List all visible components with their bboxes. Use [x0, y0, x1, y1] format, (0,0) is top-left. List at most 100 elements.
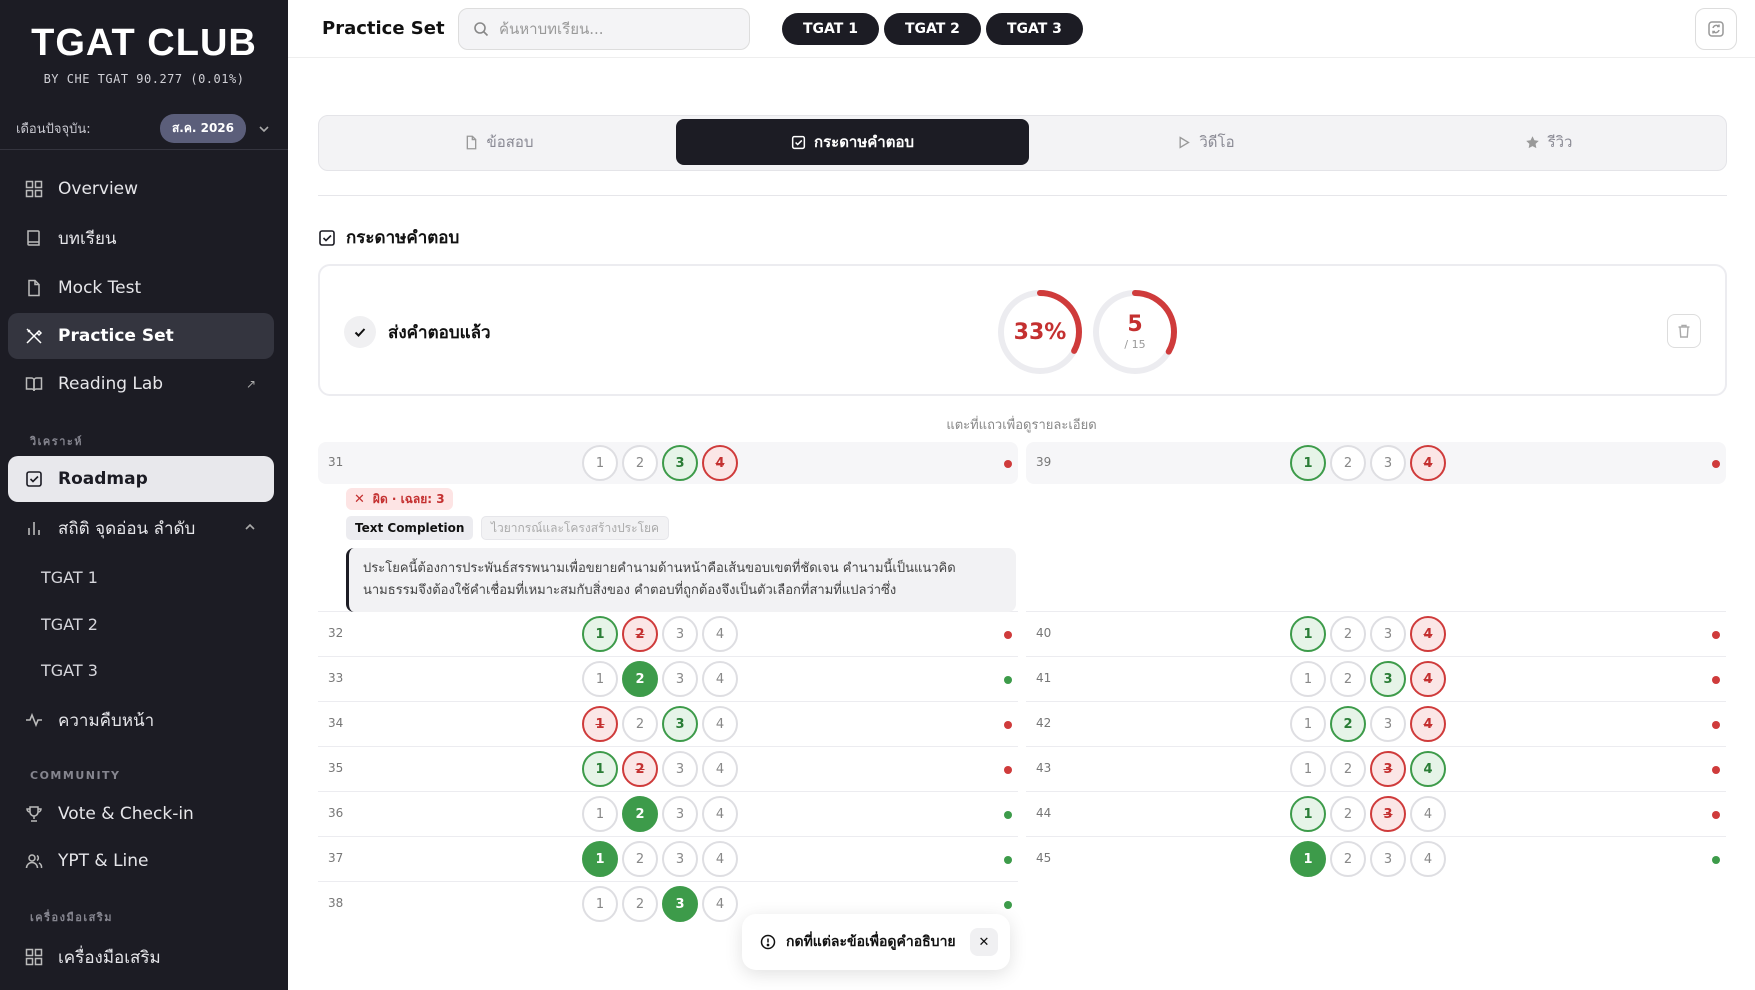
sidebar-item-progress[interactable]: ความคืบหน้า: [8, 697, 274, 743]
choice-bubble[interactable]: 2: [622, 886, 658, 922]
choice-bubble[interactable]: 2: [1330, 706, 1366, 742]
choice-bubble[interactable]: 2: [622, 706, 658, 742]
choice-bubble[interactable]: 1: [582, 796, 618, 832]
choice-bubble[interactable]: 3: [662, 445, 698, 481]
choice-bubble[interactable]: 2: [622, 661, 658, 697]
answer-row[interactable]: 43 1 2 3 4: [1026, 748, 1726, 790]
answer-row[interactable]: 45 1 2 3 4: [1026, 838, 1726, 880]
tab-exam[interactable]: ข้อสอบ: [322, 119, 675, 165]
sidebar-subitem-tgat2[interactable]: TGAT 2: [41, 615, 98, 634]
choice-bubble[interactable]: 4: [702, 706, 738, 742]
choice-bubble[interactable]: 2: [622, 751, 658, 787]
choice-bubble[interactable]: 1: [1290, 445, 1326, 481]
choice-bubble[interactable]: 3: [662, 616, 698, 652]
month-value[interactable]: ส.ค. 2026: [159, 114, 246, 143]
choice-bubble[interactable]: 1: [1290, 841, 1326, 877]
answer-row[interactable]: 31 1 2 3 4: [318, 442, 1018, 484]
choice-bubble[interactable]: 4: [702, 616, 738, 652]
choice-bubble[interactable]: 3: [662, 841, 698, 877]
choice-bubble[interactable]: 3: [662, 661, 698, 697]
choice-bubble[interactable]: 1: [1290, 661, 1326, 697]
chevron-up-icon[interactable]: [244, 521, 256, 536]
tab-review[interactable]: รีวิว: [1372, 119, 1725, 165]
delete-button[interactable]: [1667, 314, 1701, 348]
choice-bubble[interactable]: 3: [662, 886, 698, 922]
sidebar-subitem-tgat3[interactable]: TGAT 3: [41, 661, 98, 680]
choice-bubble[interactable]: 3: [1370, 841, 1406, 877]
choice-bubble[interactable]: 2: [1330, 616, 1366, 652]
choice-bubble[interactable]: 4: [1410, 841, 1446, 877]
sidebar-item-overview[interactable]: Overview: [8, 166, 274, 212]
choice-bubble[interactable]: 2: [1330, 841, 1366, 877]
choice-bubble[interactable]: 4: [702, 445, 738, 481]
choice-bubble[interactable]: 2: [622, 796, 658, 832]
answer-row[interactable]: 39 1 2 3 4: [1026, 442, 1726, 484]
tab-video[interactable]: วิดีโอ: [1029, 119, 1382, 165]
answer-row[interactable]: 34 1 2 3 4: [318, 703, 1018, 745]
answer-row[interactable]: 32 1 2 3 4: [318, 613, 1018, 655]
answer-row[interactable]: 42 1 2 3 4: [1026, 703, 1726, 745]
refresh-button[interactable]: [1695, 8, 1737, 50]
month-selector[interactable]: เดือนปัจจุบัน: ส.ค. 2026: [0, 108, 288, 150]
search-input[interactable]: ค้นหาบทเรียน...: [458, 7, 750, 50]
answer-row[interactable]: 37 1 2 3 4: [318, 838, 1018, 880]
choice-bubble[interactable]: 3: [1370, 616, 1406, 652]
choice-bubble[interactable]: 1: [582, 886, 618, 922]
sidebar-item-stats[interactable]: สถิติ จุดอ่อน ลำดับ: [8, 505, 274, 551]
answer-row[interactable]: 35 1 2 3 4: [318, 748, 1018, 790]
choice-bubble[interactable]: 4: [702, 661, 738, 697]
choice-bubble[interactable]: 1: [1290, 616, 1326, 652]
choice-bubble[interactable]: 4: [1410, 616, 1446, 652]
choice-bubble[interactable]: 4: [702, 886, 738, 922]
choice-bubble[interactable]: 4: [1410, 706, 1446, 742]
chip-tgat3[interactable]: TGAT 3: [985, 12, 1083, 45]
chip-tgat1[interactable]: TGAT 1: [782, 12, 879, 45]
answer-row[interactable]: 40 1 2 3 4: [1026, 613, 1726, 655]
choice-bubble[interactable]: 1: [1290, 706, 1326, 742]
sidebar-item-roadmap[interactable]: Roadmap: [8, 456, 274, 502]
choice-bubble[interactable]: 2: [1330, 445, 1366, 481]
choice-bubble[interactable]: 1: [582, 706, 618, 742]
choice-bubble[interactable]: 2: [622, 616, 658, 652]
choice-bubble[interactable]: 3: [1370, 445, 1406, 481]
answer-row[interactable]: 33 1 2 3 4: [318, 658, 1018, 700]
answer-row[interactable]: 44 1 2 3 4: [1026, 793, 1726, 835]
chevron-down-icon[interactable]: [258, 122, 272, 136]
sidebar-item-mock-test[interactable]: Mock Test: [8, 265, 274, 311]
sidebar-item-reading-lab[interactable]: Reading Lab ↗: [8, 361, 274, 407]
answer-row[interactable]: 36 1 2 3 4: [318, 793, 1018, 835]
choice-bubble[interactable]: 1: [582, 751, 618, 787]
sidebar-subitem-tgat1[interactable]: TGAT 1: [41, 568, 98, 587]
choice-bubble[interactable]: 1: [582, 445, 618, 481]
sidebar-item-vote[interactable]: Vote & Check-in: [8, 791, 274, 837]
choice-bubble[interactable]: 4: [702, 796, 738, 832]
choice-bubble[interactable]: 2: [1330, 661, 1366, 697]
choice-bubble[interactable]: 4: [702, 751, 738, 787]
choice-bubble[interactable]: 3: [1370, 796, 1406, 832]
choice-bubble[interactable]: 1: [582, 661, 618, 697]
choice-bubble[interactable]: 3: [662, 796, 698, 832]
sidebar-item-lessons[interactable]: บทเรียน: [8, 215, 274, 261]
close-button[interactable]: ✕: [970, 928, 998, 956]
choice-bubble[interactable]: 4: [1410, 445, 1446, 481]
choice-bubble[interactable]: 3: [662, 751, 698, 787]
choice-bubble[interactable]: 3: [662, 706, 698, 742]
choice-bubble[interactable]: 4: [702, 841, 738, 877]
choice-bubble[interactable]: 4: [1410, 751, 1446, 787]
choice-bubble[interactable]: 3: [1370, 661, 1406, 697]
choice-bubble[interactable]: 3: [1370, 706, 1406, 742]
choice-bubble[interactable]: 1: [582, 616, 618, 652]
choice-bubble[interactable]: 1: [582, 841, 618, 877]
choice-bubble[interactable]: 2: [1330, 796, 1366, 832]
choice-bubble[interactable]: 3: [1370, 751, 1406, 787]
choice-bubble[interactable]: 2: [1330, 751, 1366, 787]
choice-bubble[interactable]: 1: [1290, 796, 1326, 832]
choice-bubble[interactable]: 4: [1410, 661, 1446, 697]
choice-bubble[interactable]: 1: [1290, 751, 1326, 787]
answer-row[interactable]: 41 1 2 3 4: [1026, 658, 1726, 700]
choice-bubble[interactable]: 2: [622, 841, 658, 877]
choice-bubble[interactable]: 2: [622, 445, 658, 481]
chip-tgat2[interactable]: TGAT 2: [883, 12, 981, 45]
tab-answer-sheet[interactable]: กระดาษคำตอบ: [676, 119, 1029, 165]
sidebar-item-practice-set[interactable]: Practice Set: [8, 313, 274, 359]
